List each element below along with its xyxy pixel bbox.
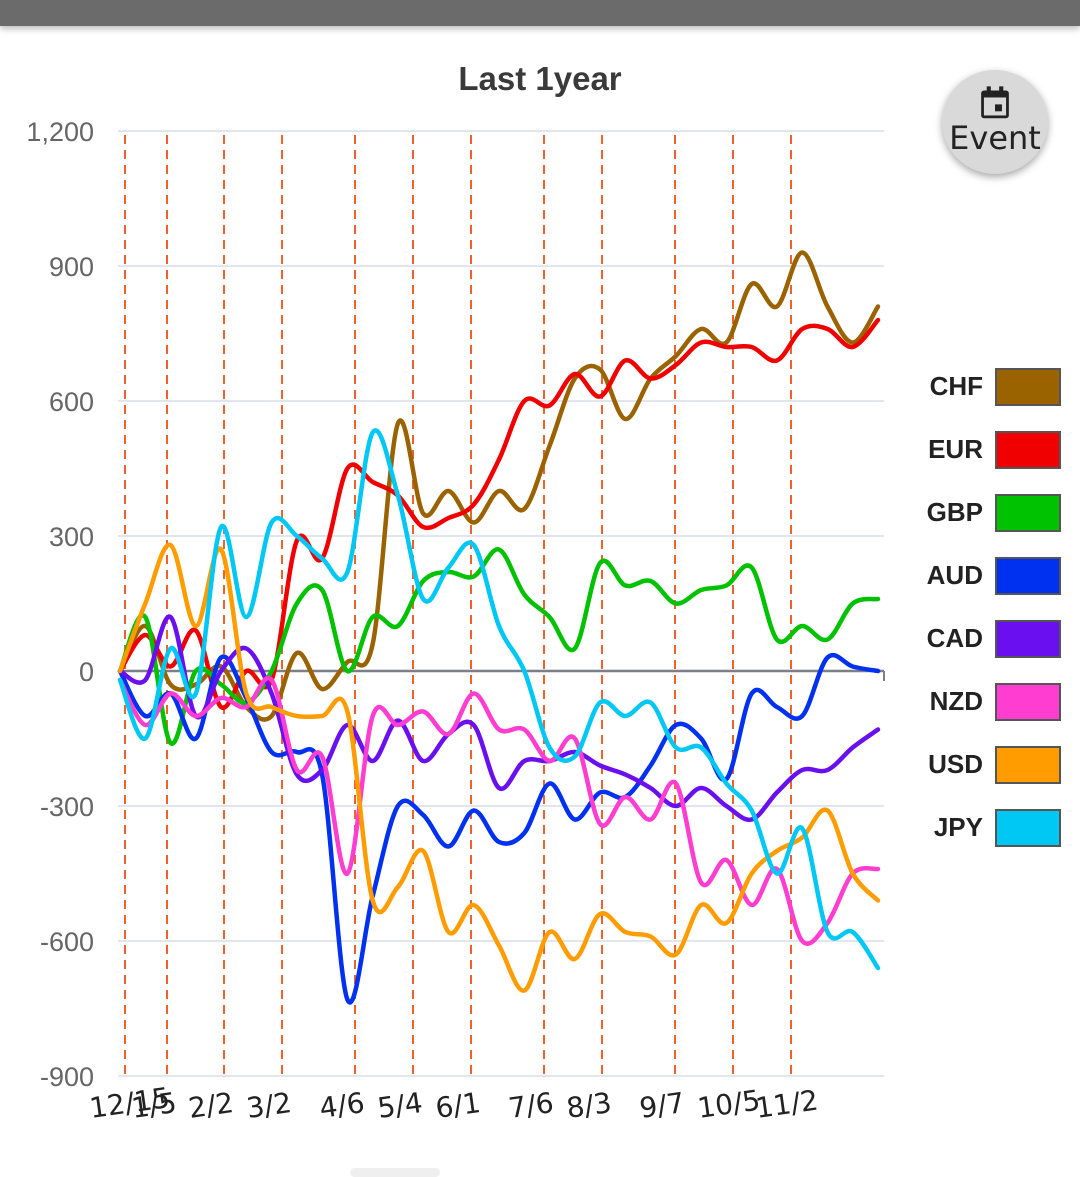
legend-label: JPY [933, 812, 983, 842]
series-line-jpy [117, 428, 881, 971]
calendar-icon [981, 86, 1009, 119]
x-tick-label: 2/2 [186, 1086, 235, 1125]
y-tick-label: -300 [40, 792, 94, 822]
series-line-chf [117, 250, 881, 722]
y-tick-label: -900 [40, 1062, 94, 1092]
legend-label: EUR [928, 434, 983, 464]
x-tick-label: 4/6 [317, 1086, 366, 1125]
x-tick-label: 1/5 [129, 1086, 178, 1125]
legend-item-cad[interactable]: CAD [905, 607, 1075, 670]
y-tick-label: 0 [79, 657, 94, 687]
series-line-eur [117, 317, 881, 710]
x-tick-label: 3/2 [244, 1086, 293, 1125]
legend-swatch [995, 808, 1061, 847]
legend-item-eur[interactable]: EUR [905, 418, 1075, 481]
x-tick-label: 8/3 [564, 1086, 613, 1125]
x-tick-label: 7/6 [506, 1086, 555, 1125]
y-tick-label: 600 [49, 387, 94, 417]
y-tick-label: 1,200 [26, 117, 94, 147]
y-tick-label: -600 [40, 927, 94, 957]
legend-item-chf[interactable]: CHF [905, 355, 1075, 418]
x-tick-label: 9/7 [637, 1086, 686, 1125]
y-tick-label: 300 [49, 522, 94, 552]
legend-swatch [995, 682, 1061, 721]
series-line-cad [117, 614, 881, 823]
chart-title: Last 1year [458, 60, 622, 97]
x-tick-label: 6/1 [433, 1086, 482, 1125]
legend-item-jpy[interactable]: JPY [905, 796, 1075, 859]
bottom-handle [350, 1168, 440, 1177]
event-button-label: Event [949, 119, 1041, 157]
legend-item-aud[interactable]: AUD [905, 544, 1075, 607]
series-line-usd [117, 542, 881, 993]
legend-label: AUD [926, 560, 983, 590]
y-tick-label: 900 [49, 252, 94, 282]
legend-label: CHF [929, 371, 983, 401]
legend-label: NZD [929, 686, 983, 716]
legend-swatch [995, 430, 1061, 469]
legend-swatch [995, 745, 1061, 784]
legend-label: CAD [926, 623, 983, 653]
x-tick-label: 5/4 [375, 1086, 424, 1125]
x-tick-label: 11/2 [753, 1084, 820, 1125]
x-tick-label: 10/5 [695, 1084, 762, 1125]
legend-swatch [995, 556, 1061, 595]
app-top-bar [0, 0, 1080, 26]
legend-swatch [995, 367, 1061, 406]
legend-swatch [995, 619, 1061, 658]
legend-label: USD [928, 749, 983, 779]
legend-label: GBP [926, 497, 983, 527]
legend-item-gbp[interactable]: GBP [905, 481, 1075, 544]
series-line-gbp [117, 547, 881, 746]
event-button[interactable]: Event [942, 70, 1048, 174]
legend-item-usd[interactable]: USD [905, 733, 1075, 796]
series-line-nzd [117, 675, 881, 946]
legend-item-nzd[interactable]: NZD [905, 670, 1075, 733]
chart-legend: CHF EUR GBP AUD CAD NZD USD JPY [905, 355, 1075, 859]
legend-swatch [995, 493, 1061, 532]
